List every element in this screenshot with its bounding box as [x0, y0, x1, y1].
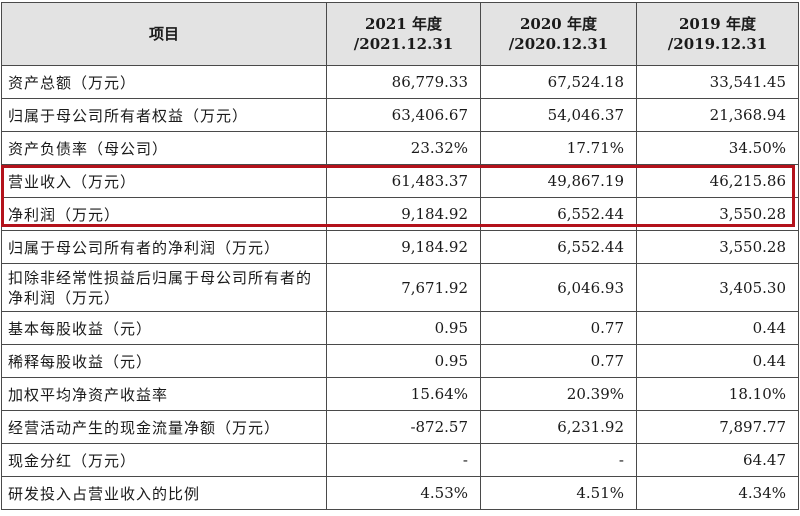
value-2020: 4.51% [480, 476, 637, 510]
table-body: 资产总额（万元） 86,779.33 67,524.18 33,541.45 归属于母公… [1, 65, 799, 510]
table-row: 净利润（万元） 9,184.92 6,552.44 3,550.28 [1, 197, 799, 231]
table-row: 归属于母公司所有者的净利润（万元） 9,184.92 6,552.44 3,550.2… [1, 230, 799, 264]
table-row: 资产总额（万元） 86,779.33 67,524.18 33,541.45 [1, 65, 799, 99]
table-row: 研发投入占营业收入的比例 4.53% 4.51% 4.34% [1, 476, 799, 510]
value-2021: 7,671.92 [326, 263, 481, 312]
value-2021: 9,184.92 [326, 197, 481, 231]
table-row: 加权平均净资产收益率 15.64% 20.39% 18.10% [1, 377, 799, 411]
value-2020: 17.71% [480, 131, 637, 165]
value-2019: 4.34% [636, 476, 799, 510]
value-2021: 61,483.37 [326, 164, 481, 198]
header-2020: 2020 年度/2020.12.31 [480, 2, 637, 66]
value-2019: 3,550.28 [636, 197, 799, 231]
table-row: 营业收入（万元） 61,483.37 49,867.19 46,215.86 [1, 164, 799, 198]
row-label: 基本每股收益（元） [1, 311, 327, 345]
table-row: 基本每股收益（元） 0.95 0.77 0.44 [1, 311, 799, 345]
value-2019: 64.47 [636, 443, 799, 477]
value-2020: 49,867.19 [480, 164, 637, 198]
row-label: 加权平均净资产收益率 [1, 377, 327, 411]
value-2019: 7,897.77 [636, 410, 799, 444]
row-label: 归属于母公司所有者权益（万元） [1, 98, 327, 132]
row-label: 扣除非经常性损益后归属于母公司所有者的净利润（万元） [1, 263, 327, 312]
table-row: 归属于母公司所有者权益（万元） 63,406.67 54,046.37 21,368.… [1, 98, 799, 132]
value-2021: 0.95 [326, 344, 481, 378]
value-2019: 0.44 [636, 344, 799, 378]
value-2021: 4.53% [326, 476, 481, 510]
value-2019: 3,405.30 [636, 263, 799, 312]
row-label: 净利润（万元） [1, 197, 327, 231]
header-2021: 2021 年度/2021.12.31 [326, 2, 481, 66]
table-row: 稀释每股收益（元） 0.95 0.77 0.44 [1, 344, 799, 378]
value-2021: - [326, 443, 481, 477]
value-2020: 6,231.92 [480, 410, 637, 444]
row-label: 营业收入（万元） [1, 164, 327, 198]
table-header-row: 项目 2021 年度/2021.12.31 2020 年度/2020.12.31… [1, 2, 799, 66]
value-2019: 34.50% [636, 131, 799, 165]
value-2019: 18.10% [636, 377, 799, 411]
row-label: 资产负债率（母公司） [1, 131, 327, 165]
header-2019: 2019 年度/2019.12.31 [636, 2, 799, 66]
row-label: 归属于母公司所有者的净利润（万元） [1, 230, 327, 264]
value-2020: 6,552.44 [480, 230, 637, 264]
value-2019: 46,215.86 [636, 164, 799, 198]
value-2021: 9,184.92 [326, 230, 481, 264]
value-2021: 15.64% [326, 377, 481, 411]
row-label: 研发投入占营业收入的比例 [1, 476, 327, 510]
value-2021: 86,779.33 [326, 65, 481, 99]
row-label: 资产总额（万元） [1, 65, 327, 99]
table-row: 资产负债率（母公司） 23.32% 17.71% 34.50% [1, 131, 799, 165]
value-2020: 0.77 [480, 311, 637, 345]
table-row: 扣除非经常性损益后归属于母公司所有者的净利润（万元） 7,671.92 6,046.… [1, 263, 799, 312]
value-2021: -872.57 [326, 410, 481, 444]
value-2019: 33,541.45 [636, 65, 799, 99]
value-2021: 63,406.67 [326, 98, 481, 132]
value-2020: - [480, 443, 637, 477]
value-2021: 23.32% [326, 131, 481, 165]
table-row: 现金分红（万元） - -64.47 [1, 443, 799, 477]
value-2021: 0.95 [326, 311, 481, 345]
header-item: 项目 [1, 2, 327, 66]
table-row: 经营活动产生的现金流量净额（万元） -872.57 6,231.92 7,897.77 [1, 410, 799, 444]
value-2020: 6,046.93 [480, 263, 637, 312]
row-label: 稀释每股收益（元） [1, 344, 327, 378]
value-2020: 6,552.44 [480, 197, 637, 231]
value-2020: 67,524.18 [480, 65, 637, 99]
row-label: 经营活动产生的现金流量净额（万元） [1, 410, 327, 444]
value-2019: 3,550.28 [636, 230, 799, 264]
row-label: 现金分红（万元） [1, 443, 327, 477]
value-2020: 20.39% [480, 377, 637, 411]
value-2019: 21,368.94 [636, 98, 799, 132]
value-2020: 0.77 [480, 344, 637, 378]
value-2019: 0.44 [636, 311, 799, 345]
value-2020: 54,046.37 [480, 98, 637, 132]
